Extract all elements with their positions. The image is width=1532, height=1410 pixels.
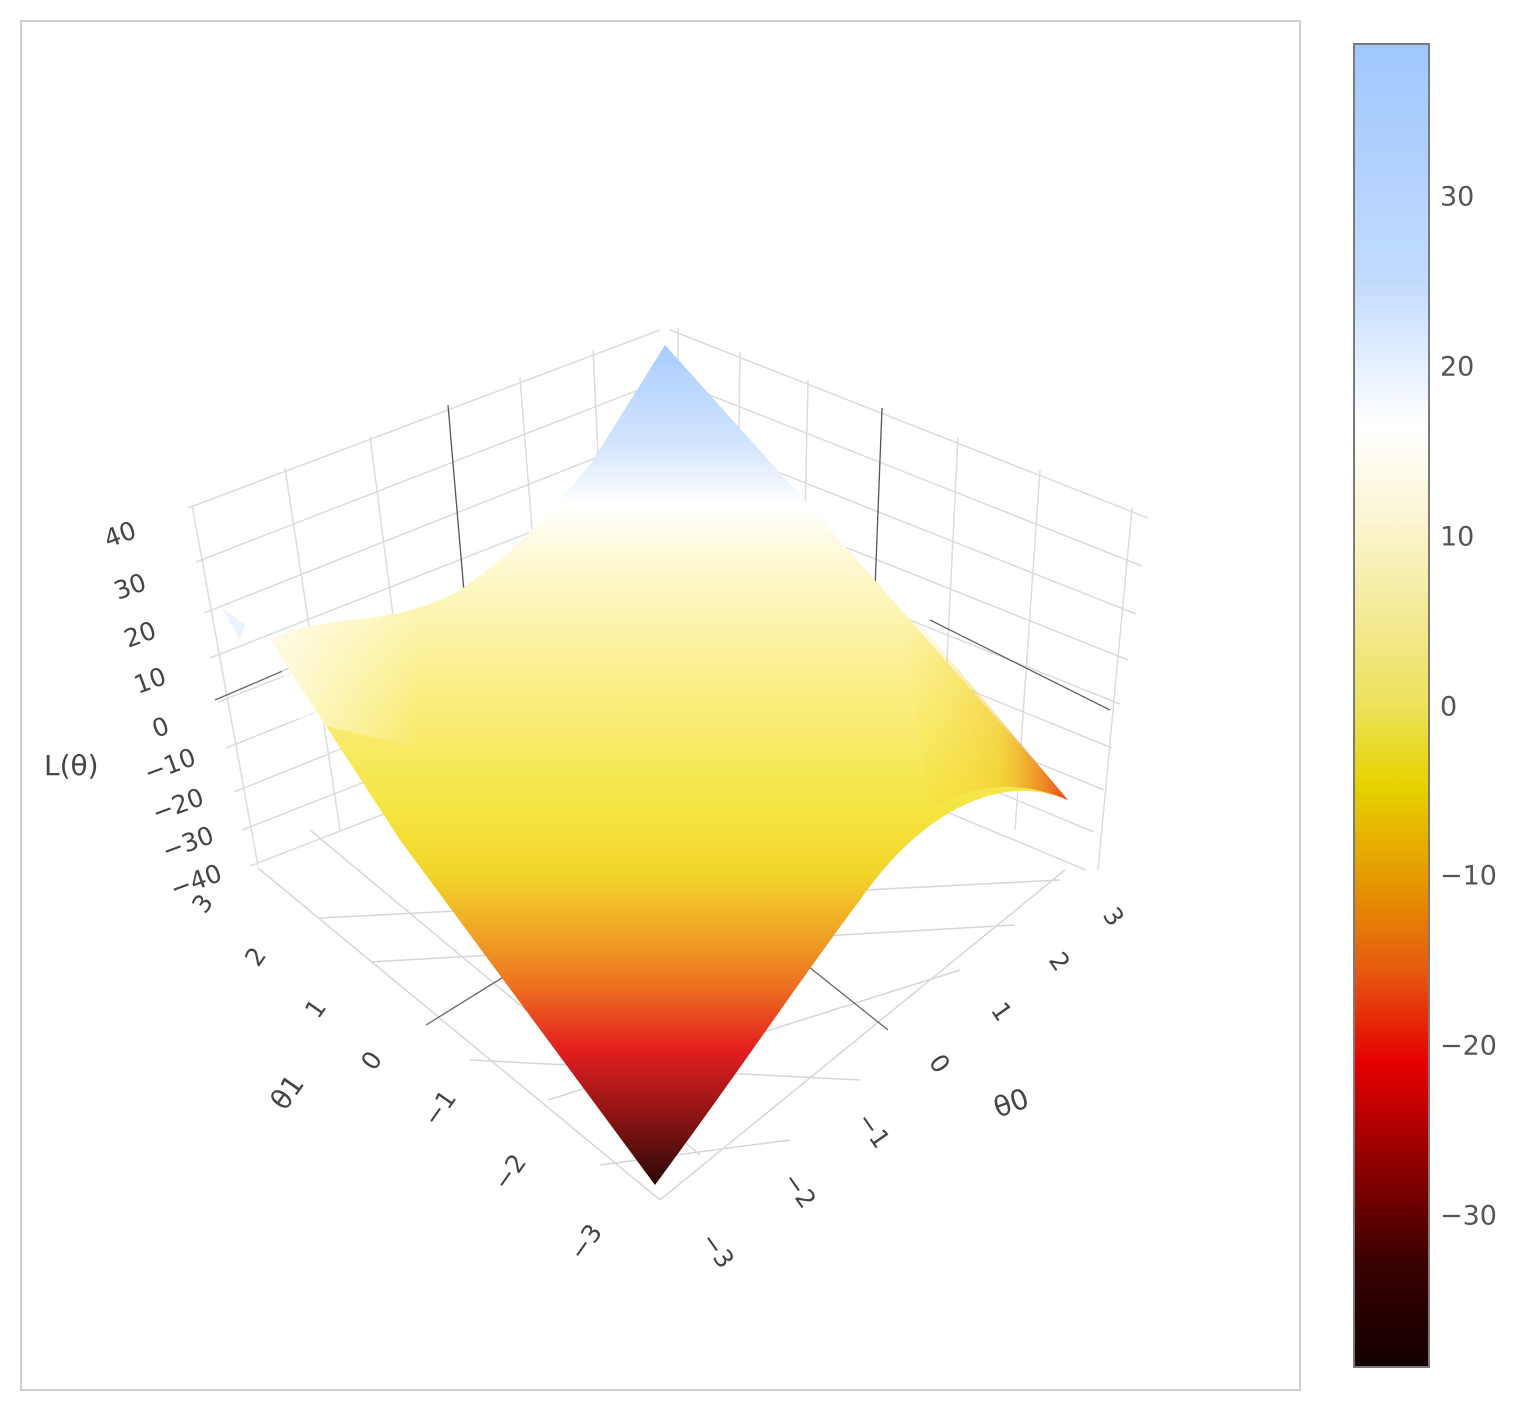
theta1-axis-title: θ1 <box>264 1068 311 1116</box>
svg-text:−2: −2 <box>487 1149 532 1196</box>
svg-text:−3: −3 <box>563 1219 608 1266</box>
colorbar-tick: 0 <box>1440 691 1458 723</box>
colorbar-tick: −20 <box>1440 1030 1497 1062</box>
colorbar-tick: −10 <box>1440 860 1497 892</box>
colorbar-tick: −30 <box>1440 1200 1497 1232</box>
svg-text:−2: −2 <box>777 1167 822 1214</box>
theta0-axis-title: θ0 <box>989 1082 1033 1125</box>
svg-text:30: 30 <box>110 568 150 606</box>
svg-text:−1: −1 <box>417 1085 462 1132</box>
svg-text:1: 1 <box>985 997 1018 1027</box>
svg-text:20: 20 <box>120 616 160 654</box>
colorbar-tick: 30 <box>1440 181 1475 213</box>
svg-text:40: 40 <box>100 516 140 554</box>
svg-text:−20: −20 <box>148 782 208 827</box>
svg-text:0: 0 <box>148 711 173 744</box>
svg-text:−30: −30 <box>158 820 218 865</box>
colorbar-tick: 10 <box>1440 521 1475 553</box>
svg-text:0: 0 <box>355 1046 388 1076</box>
z-zero-line-right <box>929 619 1111 711</box>
svg-text:−1: −1 <box>851 1107 896 1154</box>
svg-text:1: 1 <box>299 994 332 1024</box>
surface[interactable] <box>222 345 1068 1185</box>
colorbar <box>1353 43 1430 1368</box>
colorbar-tick: 20 <box>1440 351 1475 383</box>
svg-text:2: 2 <box>1043 947 1076 977</box>
svg-text:−3: −3 <box>695 1227 740 1274</box>
z-axis-title: L(θ) <box>44 749 99 782</box>
z-axis-ticks: 40 30 20 10 0 −10 −20 −30 −40 <box>100 516 226 904</box>
svg-text:3: 3 <box>1097 902 1130 932</box>
svg-text:10: 10 <box>130 662 170 700</box>
svg-text:0: 0 <box>923 1049 956 1079</box>
svg-text:−10: −10 <box>140 742 200 787</box>
svg-text:2: 2 <box>239 942 272 972</box>
